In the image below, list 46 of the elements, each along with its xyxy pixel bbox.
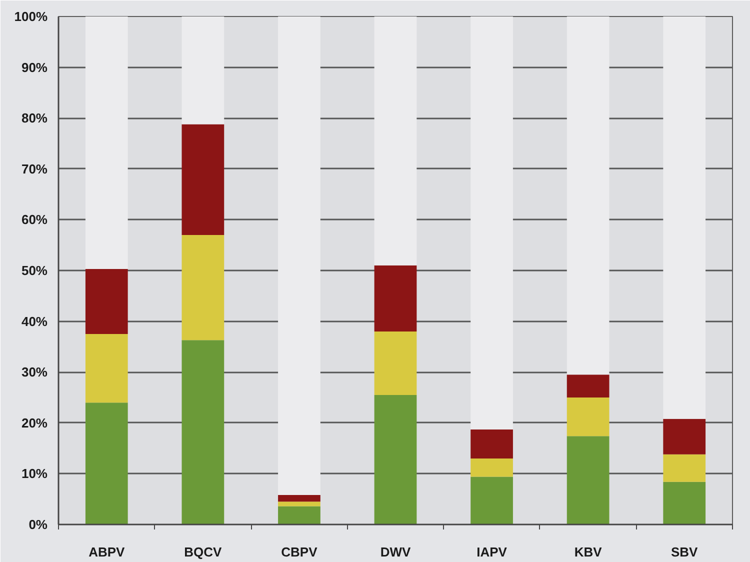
bar xyxy=(182,234,224,340)
x-tick-label: KBV xyxy=(574,544,602,560)
x-tick-label: SBV xyxy=(670,544,698,560)
x-tick-label: IAPV xyxy=(476,544,508,560)
bar xyxy=(470,16,513,430)
bar xyxy=(85,16,128,269)
bar xyxy=(566,398,610,436)
bar xyxy=(566,436,610,524)
bar xyxy=(470,476,513,524)
bar xyxy=(566,374,610,398)
bar xyxy=(374,16,417,266)
x-tick-label: DWV xyxy=(380,544,411,560)
bar xyxy=(663,16,706,419)
bar xyxy=(470,458,513,477)
bar xyxy=(278,506,320,524)
y-tick-label: 80% xyxy=(21,110,48,126)
y-tick-label: 90% xyxy=(21,60,48,75)
bar xyxy=(374,394,417,524)
bar xyxy=(182,16,224,124)
bar xyxy=(278,16,320,496)
x-tick-label: BQCV xyxy=(184,544,222,560)
y-tick-label: 100% xyxy=(14,9,48,24)
bar xyxy=(663,482,706,524)
bar xyxy=(374,331,417,395)
bar xyxy=(566,16,610,375)
bar xyxy=(85,402,128,524)
y-tick-label: 30% xyxy=(21,364,48,380)
x-tick-label: ABPV xyxy=(88,544,126,560)
bar xyxy=(278,502,320,506)
y-tick-label: 10% xyxy=(21,466,48,482)
y-tick-label: 70% xyxy=(21,161,48,176)
y-tick-label: 40% xyxy=(21,314,48,329)
x-tick-label: CBPV xyxy=(281,544,318,560)
bar xyxy=(85,334,128,403)
bar xyxy=(663,418,706,454)
y-tick-label: 50% xyxy=(21,263,48,278)
y-tick-label: 0% xyxy=(28,517,48,532)
bar xyxy=(374,265,417,332)
bar xyxy=(278,495,320,502)
bar xyxy=(182,124,224,235)
y-tick-label: 60% xyxy=(21,212,48,228)
bar xyxy=(470,430,513,458)
bar xyxy=(182,340,224,524)
y-tick-label: 20% xyxy=(21,415,48,430)
bar xyxy=(85,268,128,334)
bar xyxy=(663,454,706,482)
